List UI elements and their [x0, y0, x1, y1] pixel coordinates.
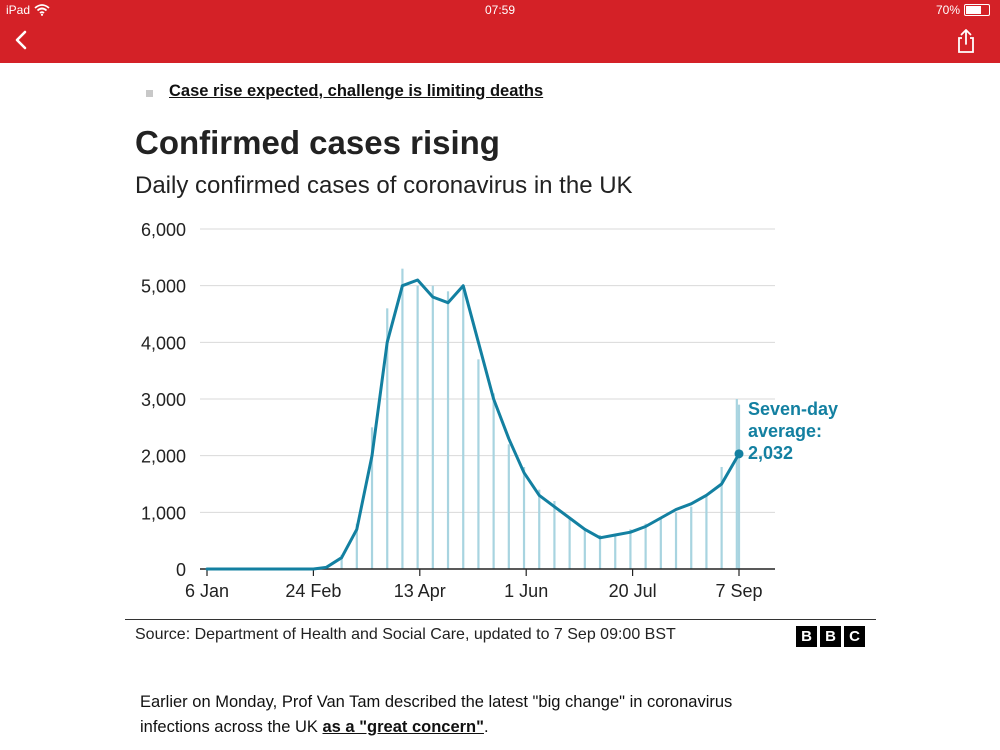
bar	[370, 427, 374, 569]
related-story-link[interactable]: Case rise expected, challenge is limitin…	[169, 82, 544, 100]
y-tick-label: 5,000	[141, 277, 186, 297]
share-icon	[958, 29, 974, 53]
y-tick-label: 6,000	[141, 220, 186, 240]
bar	[720, 467, 723, 569]
share-button[interactable]	[952, 27, 980, 57]
battery-fill	[966, 6, 982, 14]
y-tick-label: 1,000	[141, 503, 186, 523]
bar	[431, 285, 434, 569]
bar	[583, 529, 586, 569]
y-tick-label: 2,000	[141, 447, 186, 467]
chart-divider	[125, 619, 876, 620]
annotation-line: Seven-day	[748, 399, 838, 419]
bbc-logo-letter: B	[796, 626, 817, 647]
status-bar: iPad 07:59 70%	[0, 0, 1000, 20]
status-left: iPad	[6, 3, 50, 17]
annotation-line: 2,032	[748, 443, 793, 463]
bar	[386, 308, 389, 569]
bar	[522, 467, 526, 569]
y-tick-label: 0	[176, 560, 186, 580]
nav-bar	[0, 20, 1000, 63]
bar	[568, 518, 571, 569]
bar	[629, 529, 632, 569]
bar	[614, 535, 617, 569]
bar	[659, 518, 662, 569]
bar	[538, 489, 541, 569]
status-right: 70%	[936, 3, 990, 17]
chart-title: Confirmed cases rising	[135, 124, 500, 161]
battery-percent: 70%	[935, 3, 960, 17]
bar	[446, 291, 450, 569]
bar	[477, 359, 480, 569]
article-paragraph: Earlier on Monday, Prof Van Tam describe…	[140, 690, 760, 740]
bar	[690, 506, 693, 569]
axes: 0 1,000 2,000 3,000 4,000 5,000 6,000 6 Jan 24 F…	[141, 220, 775, 601]
y-tick-label: 4,000	[141, 333, 186, 353]
bar	[492, 393, 495, 569]
bbc-logo-letter: C	[844, 626, 865, 647]
x-tick-label: 13 Apr	[394, 581, 446, 601]
bar	[644, 523, 647, 569]
bar	[735, 399, 738, 569]
y-tick-label: 3,000	[141, 390, 186, 410]
chevron-left-icon	[15, 30, 27, 50]
bar	[401, 268, 404, 569]
average-line	[205, 278, 741, 571]
bar	[705, 495, 708, 569]
x-tick-label: 24 Feb	[285, 581, 341, 601]
bar	[598, 535, 602, 569]
seven-day-average	[205, 278, 744, 571]
x-tick-label: 20 Jul	[609, 581, 657, 601]
article-text: Earlier on Monday, Prof Van Tam describe…	[140, 693, 733, 736]
x-tick-label: 7 Sep	[715, 581, 762, 601]
daily-bars	[325, 268, 741, 569]
chart-source: Source: Department of Health and Social …	[135, 626, 676, 643]
bbc-logo: B B C	[796, 626, 865, 647]
related-link-row: Case rise expected, challenge is limitin…	[146, 82, 543, 101]
grid-lines	[200, 228, 775, 513]
back-button[interactable]	[8, 26, 38, 56]
article-suffix: .	[483, 718, 489, 736]
bar	[462, 285, 465, 569]
x-tick-label: 1 Jun	[504, 581, 548, 601]
bar	[355, 523, 358, 569]
average-endpoint	[734, 449, 744, 459]
bar	[416, 285, 419, 569]
battery-icon	[964, 4, 990, 16]
wifi-icon	[34, 4, 50, 16]
device-name: iPad	[6, 3, 31, 17]
cases-chart: 0 1,000 2,000 3,000 4,000 5,000 6,000 6 Jan 24 F…	[141, 220, 838, 601]
bar	[553, 501, 556, 569]
bar	[340, 554, 343, 569]
bar	[674, 512, 678, 569]
bar	[507, 444, 510, 569]
bbc-logo-letter: B	[820, 626, 841, 647]
status-time: 07:59	[484, 3, 516, 17]
chart-subtitle: Daily confirmed cases of coronavirus in …	[135, 172, 633, 199]
x-tick-label: 6 Jan	[185, 581, 229, 601]
bar	[737, 404, 741, 569]
great-concern-link[interactable]: as a "great concern"	[322, 718, 484, 736]
annotation-line: average:	[748, 421, 822, 441]
bullet-icon	[146, 90, 153, 97]
